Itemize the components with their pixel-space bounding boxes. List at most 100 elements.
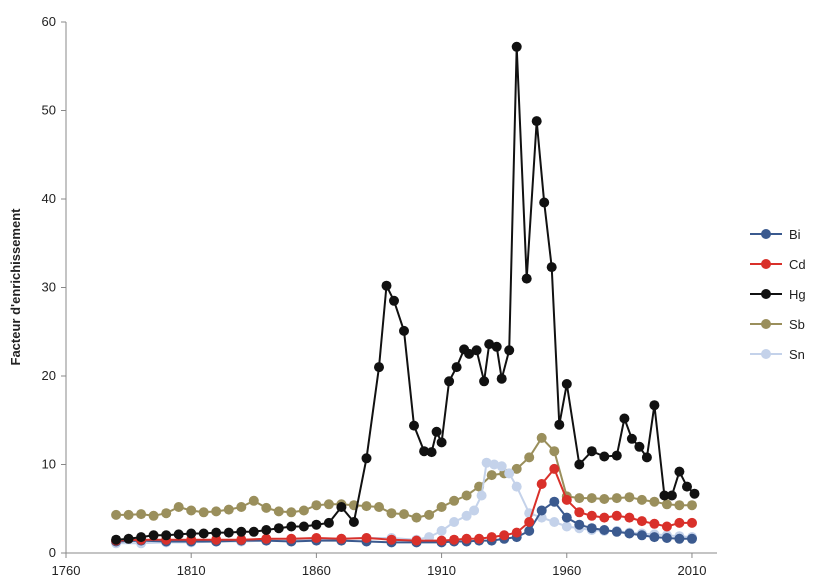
data-point-sb (536, 432, 547, 443)
data-point-sn (449, 517, 460, 527)
data-point-hg (619, 413, 630, 424)
data-point-cd (449, 534, 460, 545)
data-point-cd (536, 479, 547, 489)
series-line-hg (116, 45, 696, 541)
data-point-sb (361, 501, 372, 512)
data-point-sb (511, 463, 522, 474)
data-point-bi (649, 532, 660, 543)
data-point-sb (298, 505, 309, 516)
data-point-bi (586, 523, 597, 534)
y-tick-label: 10 (42, 457, 56, 472)
data-point-sb (223, 504, 234, 515)
data-point-sb (148, 510, 159, 521)
data-point-hg (491, 341, 502, 352)
legend-swatch-marker (761, 289, 771, 299)
data-point-hg (689, 488, 700, 499)
data-point-cd (624, 512, 635, 523)
data-point-sb (198, 507, 209, 518)
data-point-hg (186, 528, 197, 539)
data-point-cd (499, 530, 510, 541)
data-point-hg (436, 437, 447, 448)
legend: Bi Cd Hg Sb Sn (750, 227, 806, 362)
data-point-sb (311, 500, 322, 511)
legend-label: Hg (789, 287, 806, 302)
data-point-sn (549, 517, 560, 527)
data-point-sb (248, 495, 259, 506)
series-line-sb (116, 436, 692, 519)
data-point-hg (599, 451, 610, 462)
data-point-sb (236, 502, 247, 512)
data-point-sb (486, 470, 497, 481)
legend-item-cd: Cd (750, 257, 806, 272)
data-point-sn (436, 525, 447, 536)
data-point-cd (649, 518, 660, 529)
x-tick-label: 1960 (552, 563, 581, 578)
data-point-hg (611, 450, 622, 461)
data-point-hg (348, 517, 359, 527)
data-point-sb (323, 499, 334, 510)
legend-label: Sb (789, 317, 805, 332)
legend-item-sb: Sb (750, 317, 805, 332)
data-point-hg (682, 481, 692, 492)
data-point-sb (374, 502, 384, 512)
data-point-hg (659, 490, 670, 501)
data-point-sb (111, 509, 122, 520)
data-point-hg (554, 419, 565, 430)
y-tick-label: 0 (49, 545, 56, 560)
data-point-bi (661, 533, 672, 543)
y-axis-ticks: 0 10 20 30 40 50 60 (42, 14, 66, 560)
data-point-cd (511, 527, 522, 538)
data-point-sb (411, 512, 422, 523)
data-point-hg (399, 325, 409, 336)
data-point-hg (323, 517, 334, 528)
data-point-sb (211, 506, 222, 517)
data-point-hg (426, 447, 437, 458)
data-point-sn (469, 505, 480, 516)
data-point-cd (474, 533, 485, 544)
data-point-hg (409, 420, 419, 431)
data-point-cd (524, 517, 535, 527)
data-point-cd (461, 533, 472, 544)
x-axis-ticks: 1760 1810 1860 1910 1960 2010 (52, 553, 707, 578)
data-point-sb (273, 506, 284, 517)
legend-item-hg: Hg (750, 287, 806, 302)
data-point-hg (236, 526, 247, 537)
legend-swatch-marker (761, 259, 771, 269)
data-point-sn (481, 457, 492, 468)
data-point-hg (431, 426, 442, 437)
data-point-cd (311, 533, 322, 543)
x-tick-label: 1810 (177, 563, 206, 578)
series-sb (111, 432, 697, 523)
data-point-sb (449, 495, 460, 506)
data-point-hg (198, 528, 209, 539)
data-point-cd (386, 534, 397, 545)
data-point-hg (223, 527, 234, 538)
data-point-bi (624, 528, 635, 539)
data-point-hg (666, 490, 677, 501)
data-point-bi (536, 505, 547, 516)
data-point-sb (549, 446, 560, 457)
data-point-bi (636, 530, 647, 541)
data-point-sb (386, 508, 397, 519)
data-point-sb (399, 509, 409, 520)
data-point-cd (236, 534, 247, 545)
data-point-hg (546, 262, 557, 273)
data-point-hg (161, 530, 172, 541)
data-point-hg (479, 376, 490, 387)
data-point-sb (161, 508, 172, 519)
x-tick-label: 2010 (678, 563, 707, 578)
data-point-hg (511, 41, 522, 52)
data-point-hg (451, 362, 462, 373)
data-point-sb (173, 502, 184, 512)
data-point-hg (136, 532, 147, 543)
y-axis-title: Facteur d'enrichissement (8, 208, 23, 366)
x-tick-label: 1910 (427, 563, 456, 578)
data-point-hg (261, 525, 272, 535)
data-point-hg (531, 116, 542, 127)
data-point-sn (476, 490, 487, 501)
data-point-bi (524, 525, 535, 536)
y-tick-label: 40 (42, 191, 56, 206)
data-point-hg (574, 459, 585, 470)
data-point-hg (484, 339, 495, 350)
data-point-hg (641, 452, 652, 463)
